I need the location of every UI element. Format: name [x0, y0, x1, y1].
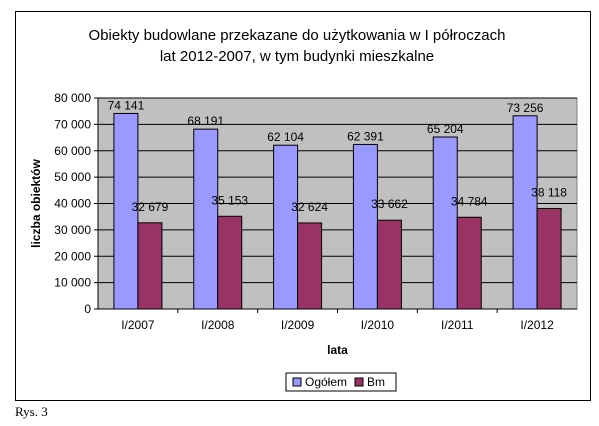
legend-swatch-bm	[354, 377, 364, 387]
data-label: 73 256	[507, 101, 544, 115]
data-label: 33 662	[371, 197, 408, 211]
chart-title-line: Obiekty budowlane przekazane do użytkowa…	[89, 27, 506, 44]
bar-bm	[376, 219, 402, 310]
legend-swatch-ogolem	[292, 377, 302, 387]
bar-ogolem	[352, 143, 378, 310]
bar-bm	[137, 222, 163, 310]
data-label: 32 624	[291, 200, 328, 214]
legend-label: Bm	[367, 375, 385, 389]
y-tick-label: 0	[84, 302, 91, 316]
data-label: 74 141	[108, 98, 145, 112]
y-tick-label: 30 000	[54, 223, 91, 237]
bar-bm	[217, 215, 243, 310]
bar-ogolem	[193, 128, 219, 310]
y-tick-label: 70 000	[54, 117, 91, 131]
bar-ogolem	[113, 112, 139, 310]
x-tick-label: I/2007	[121, 318, 155, 332]
chart-frame: Obiekty budowlane przekazane do użytkowa…	[15, 11, 591, 401]
data-label: 38 118	[531, 185, 567, 199]
x-tick-label: I/2012	[520, 318, 554, 332]
data-label: 62 391	[347, 129, 384, 143]
data-label: 68 191	[187, 114, 224, 128]
y-tick-label: 50 000	[54, 170, 91, 184]
y-tick-label: 10 000	[54, 276, 91, 290]
chart-title: Obiekty budowlane przekazane do użytkowa…	[89, 27, 506, 65]
chart-title-line: lat 2012-2007, w tym budynki mieszkalne	[160, 48, 434, 65]
y-axis-title: liczba obiektów	[29, 158, 43, 247]
data-label: 35 153	[211, 193, 248, 207]
legend-label: Ogółem	[305, 375, 347, 389]
x-tick-label: I/2011	[441, 318, 474, 332]
legend-box	[285, 372, 397, 392]
legend: Ogółem Bm	[285, 372, 397, 392]
bar-ogolem	[273, 144, 299, 310]
data-label: 34 784	[451, 194, 488, 208]
bar-bm	[456, 216, 482, 310]
bar-ogolem	[432, 136, 458, 310]
bar-chart: Obiekty budowlane przekazane do użytkowa…	[29, 27, 578, 392]
data-label: 62 104	[267, 130, 304, 144]
bar-ogolem	[512, 115, 538, 310]
x-tick-label: I/2008	[201, 318, 235, 332]
x-tick-label: I/2010	[361, 318, 395, 332]
x-axis-title: lata	[327, 343, 348, 357]
y-tick-label: 80 000	[54, 91, 91, 105]
x-tick-label: I/2009	[281, 318, 315, 332]
y-tick-label: 20 000	[54, 249, 91, 263]
y-tick-label: 40 000	[54, 197, 91, 211]
y-tick-label: 60 000	[54, 144, 91, 158]
data-label: 32 679	[132, 200, 169, 214]
data-label: 65 204	[427, 122, 464, 136]
bar-bm	[297, 222, 323, 310]
figure-caption: Rys. 3	[15, 404, 48, 419]
bar-bm	[536, 207, 562, 310]
